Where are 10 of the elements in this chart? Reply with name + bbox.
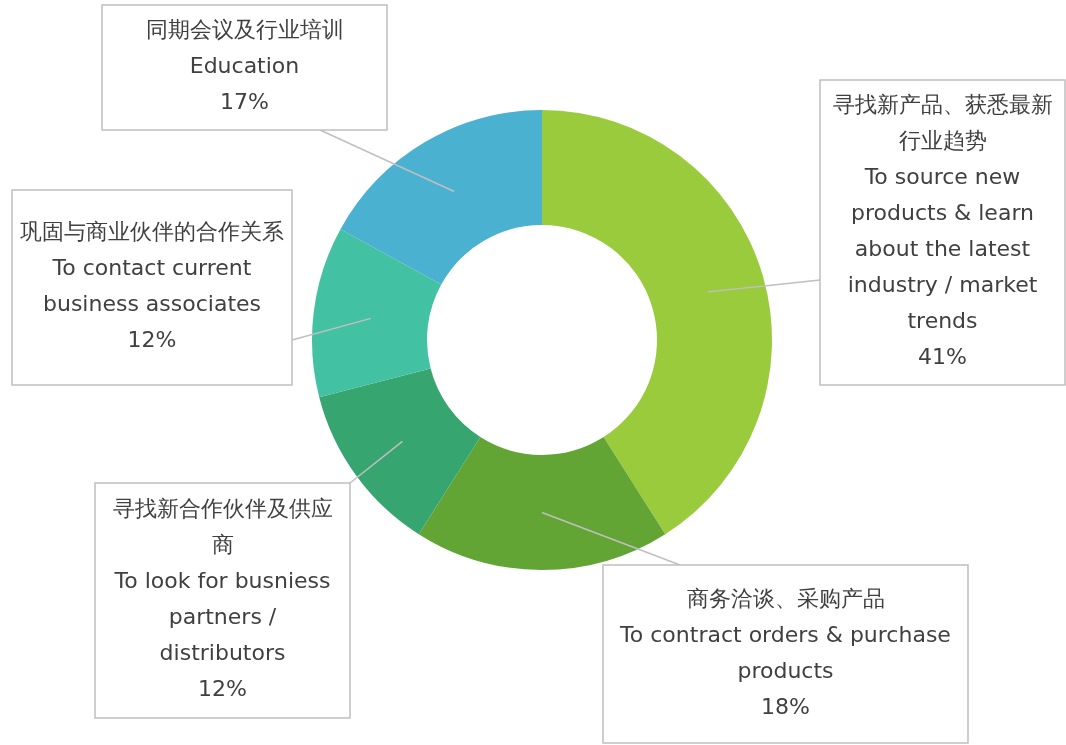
- slice-label: 商务洽谈、采购产品 To contract orders & purchase products: [619, 585, 951, 683]
- data-label: 18%: [761, 693, 810, 719]
- slice-label: 巩固与商业伙伴的合作关系 To contact current business associates: [20, 219, 284, 317]
- slice-label: 寻找新产品、获悉最新行业趋势 To source new products & learn about the latest industry / market trends: [832, 92, 1053, 334]
- data-label: 17%: [220, 89, 269, 115]
- data-label: 41%: [918, 344, 967, 370]
- slice-label: 寻找新合作伙伴及供应商 To look for busniess partners / distributors: [112, 496, 333, 666]
- slice-label: 同期会议及行业培训 Education: [145, 17, 344, 79]
- data-label: 12%: [198, 676, 247, 702]
- data-label: 12%: [127, 327, 177, 353]
